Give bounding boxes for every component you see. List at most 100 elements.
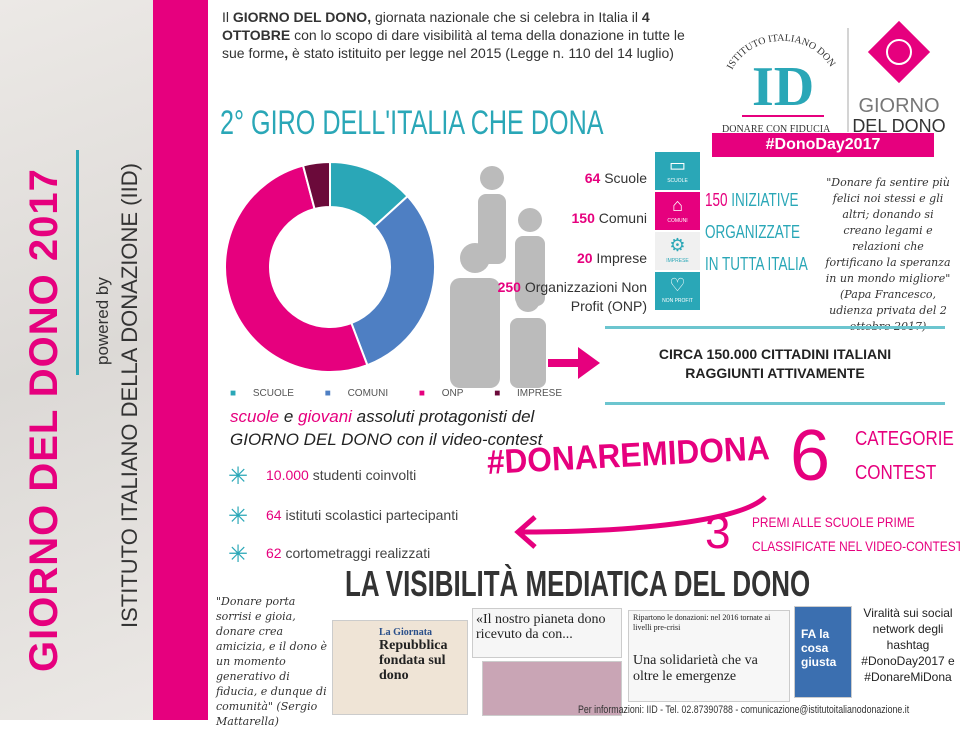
l: Organizzazioni Non Profit (ONP) [524, 279, 647, 314]
cittadini: CIRCA 150.000 CITTADINI ITALIANI RAGGIUNT… [605, 345, 945, 383]
powered-by: powered by [93, 277, 112, 365]
t: assoluti protagonisti del [351, 407, 535, 426]
n: 10.000 [266, 467, 309, 484]
logo-brand: GIORNO [858, 95, 939, 117]
l: RAGGIUNTI ATTIVAMENTE [685, 365, 865, 381]
stat-scuole: 64 Scuole [505, 158, 647, 198]
mattarella-quote: "Donare porta sorrisi e gioia, donare cr… [216, 595, 327, 728]
legend-item: ■ SCUOLE [230, 388, 294, 399]
papa-quote: "Donare fa sentire più felici noi stessi… [825, 176, 951, 333]
t: Il [222, 9, 233, 25]
stat-imprese: 20 Imprese [505, 238, 647, 278]
n: 250 [497, 279, 521, 295]
l: NON PROFIT [662, 298, 693, 304]
prizes-count: 3 [705, 506, 731, 558]
divider [605, 326, 945, 329]
donut-slice-onp [225, 164, 369, 373]
categories-count: 6 [790, 416, 831, 496]
t: Ripartono le donazioni: nel 2016 tornate… [633, 613, 771, 632]
iniziative: 150 INIZIATIVE ORGANIZZATE IN TUTTA ITALIA [705, 184, 808, 280]
n: 62 [266, 545, 282, 562]
stat-onp: 250 Organizzazioni Non Profit (ONP) [485, 278, 647, 316]
legend-item: ■ COMUNI [324, 388, 389, 399]
l: Imprese [596, 250, 647, 266]
legend-label: COMUNI [347, 388, 389, 399]
l: CONTEST [855, 462, 937, 484]
t: , [284, 45, 289, 61]
intro-text: Il GIORNO DEL DONO, giornata nazionale c… [222, 8, 700, 62]
arrow-right-icon [548, 347, 600, 379]
donut-chart [225, 160, 435, 373]
stat-comuni: 150 Comuni [505, 198, 648, 238]
people-icon [450, 166, 546, 388]
book-icon: ▭ SCUOLE [655, 152, 700, 190]
l: INIZIATIVE [727, 190, 799, 210]
t: scuole [230, 407, 280, 426]
donut-slice-comuni [350, 194, 435, 367]
l: COMUNI [667, 218, 688, 224]
viral-text: Viralità sui social network degli hashta… [861, 606, 955, 684]
l: CLASSIFICATE NEL VIDEO-CONTEST [752, 538, 960, 554]
bullet-item: ✳ 64 istituti scolastici partecipanti [228, 502, 458, 531]
categories-label: CATEGORIE CONTEST [855, 422, 954, 490]
tv-screenshot: FA la cosa giusta [794, 606, 852, 698]
l: CATEGORIE [855, 428, 954, 450]
n: 150 [705, 190, 728, 210]
l: SCUOLE [667, 178, 688, 184]
n: 64 [584, 170, 601, 186]
l: Scuole [604, 170, 647, 186]
legend-item: ■ ONP [418, 388, 464, 399]
n: 64 [266, 507, 282, 524]
gears-icon: ⚙ IMPRESE [655, 232, 700, 270]
stats-list: 64 Scuole 150 Comuni 20 Imprese 250 Orga… [498, 158, 648, 316]
t: Repubblica fondata sul dono [379, 638, 448, 683]
legend-label: SCUOLE [252, 388, 294, 399]
logo: ISTITUTO ITALIANO DONAZIONE ID DONARE CO… [708, 2, 950, 160]
pink-bar [153, 0, 208, 720]
divider [76, 150, 79, 375]
t: GIORNO DEL DONO con il video-contest [230, 430, 543, 449]
asterisk-icon: ✳ [228, 463, 249, 490]
bullet-item: ✳ 10.000 studenti coinvolti [228, 462, 416, 491]
t: con lo scopo di dare visibilità al tema … [222, 27, 685, 61]
hashtag-banner: #DonoDay2017 [712, 133, 934, 157]
contest-intro: scuole e giovani assoluti protagonisti d… [230, 405, 542, 451]
curved-arrow-icon [514, 495, 767, 549]
heart-icon: ♡ NON PROFIT [655, 272, 700, 310]
media-title: LA VISIBILITÀ MEDIATICA DEL DONO [345, 563, 811, 604]
tv-screenshot [482, 661, 622, 716]
press-clipping: «Il nostro pianeta dono ricevuto da con.… [472, 608, 622, 658]
side-title: GIORNO DEL DONO 2017 [22, 168, 66, 672]
t: giovani [298, 407, 352, 426]
legend-item: ■ IMPRESE [494, 388, 563, 399]
n: 20 [576, 250, 593, 266]
institute-name: ISTITUTO ITALIANO DELLA DONAZIONE (IID) [117, 163, 142, 628]
press-clipping: Ripartono le donazioni: nel 2016 tornate… [628, 610, 790, 702]
t: Una solidarietà che va oltre le emergenz… [633, 653, 758, 684]
logo-brand: DEL DONO [852, 116, 945, 135]
press-clipping: La Giornata Repubblica fondata sul dono [332, 620, 468, 715]
n: 150 [571, 210, 595, 226]
t: e [279, 407, 299, 426]
legend-label: IMPRESE [517, 388, 563, 399]
logo-graphic: ISTITUTO ITALIANO DONAZIONE ID DONARE CO… [708, 2, 945, 136]
l: IN TUTTA ITALIA [705, 254, 808, 274]
chart-legend: ■ SCUOLE ■ COMUNI ■ ONP ■ IMPRESE [230, 388, 590, 399]
prizes-label: PREMI ALLE SCUOLE PRIME CLASSIFICATE NEL … [752, 510, 960, 558]
t: istituti scolastici partecipanti [281, 507, 459, 524]
l: Comuni [598, 210, 647, 226]
headline: 2° GIRO DELL'ITALIA CHE DONA [220, 104, 604, 142]
t: GIORNO DEL DONO, [232, 9, 372, 25]
t: La Giornata [379, 627, 433, 638]
l: ORGANIZZATE [705, 222, 801, 242]
building-icon: ⌂ COMUNI [655, 192, 700, 230]
asterisk-icon: ✳ [228, 503, 249, 530]
logo-tagline: DONARE CON FIDUCIA [722, 124, 831, 135]
footer-contact: Per informazioni: IID - Tel. 02.87390788… [578, 704, 910, 716]
t: giornata nazionale che si celebra in Ita… [371, 9, 642, 25]
t: 4 OTTOBRE [222, 9, 650, 43]
legend-label: ONP [441, 388, 464, 399]
logo-monogram: ID [752, 56, 814, 118]
l: PREMI ALLE SCUOLE PRIME [752, 514, 915, 530]
l: CIRCA 150.000 CITTADINI ITALIANI [658, 346, 892, 362]
